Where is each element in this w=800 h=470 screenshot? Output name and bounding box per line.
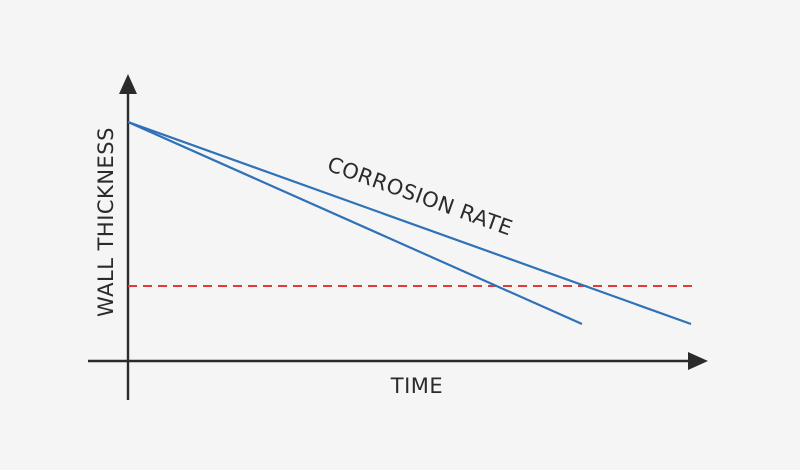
y-axis-arrowhead	[119, 74, 137, 94]
x-axis-label: TIME	[390, 374, 443, 398]
faster-corrosion-line	[127, 120, 583, 326]
y-axis-label: WALL THICKNESS	[94, 127, 118, 317]
x-axis-arrowhead	[688, 352, 708, 370]
slower-corrosion-line	[127, 120, 692, 326]
